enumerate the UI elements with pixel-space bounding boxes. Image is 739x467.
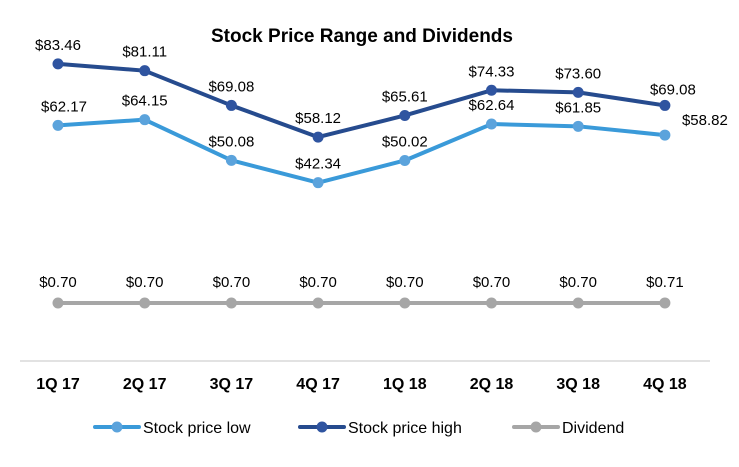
dividend-data-label: $0.70 [473,274,511,291]
data-labels-layer: $62.17 $64.15 $50.08 $42.34 $50.02 $62.64 $61.… [35,37,728,291]
stock-price-low-point [139,114,151,126]
series-layer [52,58,671,309]
dividend-point [52,297,64,309]
stock-price-high-point [139,65,151,77]
stock-price-high-point [486,84,497,96]
stock-price-high-data-label: $69.08 [650,81,696,98]
stock-price-high-data-label: $81.11 [122,44,167,61]
stock-price-low-point [52,119,64,131]
legend: Stock price low Stock price high Dividend [93,420,624,437]
stock-price-low-data-label: $62.64 [469,97,515,114]
stock-price-high-point [399,109,411,121]
stock-price-low-data-label: $61.85 [555,99,601,116]
legend-swatch-marker [530,421,542,433]
dividend-data-label: $0.70 [559,274,597,291]
dividend-point [486,297,497,309]
stock-price-low-point [659,129,671,141]
legend-label: Stock price low [143,420,251,437]
legend-label: Dividend [562,420,624,437]
dividend-data-label: $0.70 [126,274,164,291]
legend-item-dividend: Dividend [512,420,624,437]
x-tick-label: 2Q 18 [470,376,514,393]
stock-price-high-point [52,58,64,70]
stock-price-high-point [659,99,671,111]
stock-price-low-point [399,154,411,166]
dividend-data-label: $0.70 [299,274,337,291]
stock-price-high-data-label: $73.60 [555,65,601,82]
stock-price-low-point [572,120,584,132]
dividend-point [659,297,671,309]
stock-price-low-data-label: $62.17 [41,98,87,115]
stock-price-high-data-label: $83.46 [35,37,81,54]
dividend-point [572,297,584,309]
dividend-data-label: $0.70 [213,274,251,291]
legend-item-stock-price-high: Stock price high [298,420,462,437]
chart-title: Stock Price Range and Dividends [211,26,513,47]
x-tick-labels: 1Q 17 2Q 17 3Q 17 4Q 17 1Q 18 2Q 18 3Q 18 4Q 18 [36,376,687,393]
stock-price-low-data-label: $42.34 [295,156,341,173]
stock-price-high-data-label: $74.33 [469,63,515,80]
dividend-point [139,297,151,309]
stock-price-high-line [56,61,667,140]
stock-price-low-line [56,117,667,185]
x-tick-label: 1Q 17 [36,376,80,393]
dividend-point [312,297,324,309]
stock-price-low-data-label: $50.02 [382,133,428,150]
stock-price-high-data-label: $58.12 [295,110,341,127]
dividend-data-label: $0.70 [386,274,424,291]
stock-price-low-point [486,118,497,130]
stock-price-low-data-label: $58.82 [682,112,728,129]
stock-price-high-data-label: $65.61 [382,88,428,105]
stock-price-low-data-label: $64.15 [122,93,168,110]
x-tick-label: 3Q 17 [210,376,254,393]
dividend-point [225,297,237,309]
stock-price-high-point [225,99,237,111]
legend-swatch-marker [111,421,123,433]
stock-price-low-point [225,154,237,166]
legend-swatch-marker [316,421,328,433]
x-tick-label: 3Q 18 [556,376,600,393]
x-tick-label: 1Q 18 [383,376,427,393]
x-tick-label: 4Q 18 [643,376,687,393]
stock-price-high-point [312,131,324,143]
x-tick-label: 4Q 17 [296,376,340,393]
stock-price-high-data-label: $69.08 [208,78,254,95]
stock-price-high-point [572,86,584,98]
dividend-data-label: $0.71 [646,274,684,291]
dividend-point [399,297,411,309]
stock-price-low-data-label: $50.08 [208,133,254,150]
legend-item-stock-price-low: Stock price low [93,420,251,437]
stock-price-low-point [312,177,324,189]
legend-label: Stock price high [348,420,462,437]
x-tick-label: 2Q 17 [123,376,167,393]
dividend-data-label: $0.70 [39,274,77,291]
